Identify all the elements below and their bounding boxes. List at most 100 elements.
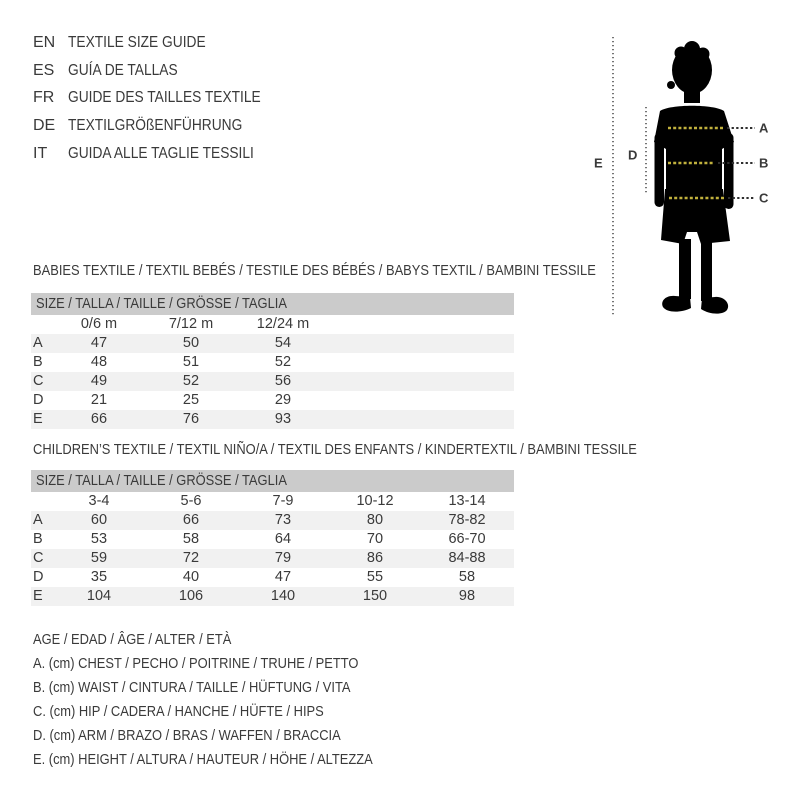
table-cell: 76 (182, 411, 200, 427)
column-header: 10-12 (356, 493, 394, 509)
table-cell: 50 (182, 335, 200, 351)
table-cell: 47 (274, 569, 292, 585)
children-size-table: SIZE / TALLA / TAILLE / GRÖSSE / TAGLIA … (31, 470, 514, 606)
table-cell: 93 (274, 411, 292, 427)
table-cell: 55 (366, 569, 384, 585)
row-label: B (33, 354, 43, 370)
table-cell: 66 (90, 411, 108, 427)
column-header: 3-4 (88, 493, 110, 509)
measurement-legend: AGE / EDAD / ÂGE / ALTER / ETÀ A. (cm) C… (33, 628, 428, 772)
table-row: B 53 58 64 70 66-70 (31, 530, 514, 549)
table-cell: 84-88 (448, 550, 486, 566)
lang-title: TEXTILE SIZE GUIDE (68, 33, 206, 51)
table-row: E 66 76 93 (31, 410, 514, 429)
table-cell: 66-70 (448, 531, 486, 547)
table-cell: 52 (274, 354, 292, 370)
chest-label: A (759, 121, 769, 136)
table-cell: 48 (90, 354, 108, 370)
legend-waist: B. (cm) WAIST / CINTURA / TAILLE / HÜFTU… (33, 679, 351, 696)
table-cell: 58 (182, 531, 200, 547)
size-header-bar: SIZE / TALLA / TAILLE / GRÖSSE / TAGLIA (31, 470, 514, 492)
children-section-title: CHILDREN’S TEXTILE / TEXTIL NIÑO/A / TEX… (33, 441, 637, 458)
table-cell: 150 (362, 588, 388, 604)
row-label (31, 492, 53, 511)
table-cell: 51 (182, 354, 200, 370)
lang-code: IT (33, 144, 48, 162)
table-cell: 21 (90, 392, 108, 408)
lang-row-en: EN TEXTILE SIZE GUIDE (33, 29, 292, 57)
table-cell: 80 (366, 512, 384, 528)
table-cell: 86 (366, 550, 384, 566)
table-cell: 59 (90, 550, 108, 566)
table-cell: 70 (366, 531, 384, 547)
lang-row-fr: FR GUIDE DES TAILLES TEXTILE (33, 84, 292, 112)
row-label: A (33, 335, 43, 351)
column-header: 0/6 m (80, 316, 118, 332)
babies-section-title: BABIES TEXTILE / TEXTIL BEBÉS / TESTILE … (33, 262, 596, 279)
lang-row-de: DE TEXTILGRÖßENFÜHRUNG (33, 112, 292, 140)
table-row: A 47 50 54 (31, 334, 514, 353)
column-header: 7-9 (272, 493, 294, 509)
lang-code: EN (33, 33, 56, 51)
table-row: D 35 40 47 55 58 (31, 568, 514, 587)
language-title-list: EN TEXTILE SIZE GUIDE ES GUÍA DE TALLAS … (33, 29, 292, 167)
table-cell: 29 (274, 392, 292, 408)
lang-row-es: ES GUÍA DE TALLAS (33, 57, 292, 85)
row-label: D (33, 392, 44, 408)
table-cell: 72 (182, 550, 200, 566)
table-cell: 73 (274, 512, 292, 528)
lang-title: TEXTILGRÖßENFÜHRUNG (68, 116, 243, 134)
legend-hip: C. (cm) HIP / CADERA / HANCHE / HÜFTE / … (33, 703, 324, 720)
row-label: B (33, 531, 43, 547)
table-cell: 98 (458, 588, 476, 604)
babies-table-rows: 0/6 m 7/12 m 12/24 m A 47 50 54 B 48 51 52 C 49 52 56 D… (31, 315, 514, 429)
table-row: A 60 66 73 80 78-82 (31, 511, 514, 530)
table-cell: 79 (274, 550, 292, 566)
lang-row-it: IT GUIDA ALLE TAGLIE TESSILI (33, 140, 292, 168)
arm-label: D (628, 148, 637, 163)
row-label: E (33, 411, 43, 427)
table-row: B 48 51 52 (31, 353, 514, 372)
height-label: E (594, 156, 603, 171)
legend-age: AGE / EDAD / ÂGE / ALTER / ETÀ (33, 631, 232, 648)
table-row: E 104 106 140 150 98 (31, 587, 514, 606)
table-cell: 66 (182, 512, 200, 528)
size-header-bar: SIZE / TALLA / TAILLE / GRÖSSE / TAGLIA (31, 293, 514, 315)
column-header: 13-14 (448, 493, 486, 509)
table-cell: 54 (274, 335, 292, 351)
table-row: D 21 25 29 (31, 391, 514, 410)
table-cell: 58 (458, 569, 476, 585)
column-header-row: 0/6 m 7/12 m 12/24 m (31, 315, 514, 334)
column-header: 5-6 (180, 493, 202, 509)
table-cell: 104 (86, 588, 112, 604)
table-cell: 140 (270, 588, 296, 604)
lang-code: ES (33, 61, 55, 79)
table-row: C 49 52 56 (31, 372, 514, 391)
row-label: E (33, 588, 43, 604)
lang-code: FR (33, 89, 55, 107)
table-cell: 78-82 (448, 512, 486, 528)
babies-size-table: SIZE / TALLA / TAILLE / GRÖSSE / TAGLIA … (31, 293, 514, 429)
row-label: C (33, 373, 44, 389)
table-cell: 47 (90, 335, 108, 351)
table-cell: 25 (182, 392, 200, 408)
lang-title: GUIDE DES TAILLES TEXTILE (68, 89, 261, 107)
row-label: A (33, 512, 43, 528)
lang-code: DE (33, 116, 56, 134)
row-label: C (33, 550, 44, 566)
table-cell: 106 (178, 588, 204, 604)
row-label: D (33, 569, 44, 585)
table-cell: 56 (274, 373, 292, 389)
column-header: 12/24 m (256, 316, 310, 332)
table-cell: 64 (274, 531, 292, 547)
table-cell: 60 (90, 512, 108, 528)
legend-chest: A. (cm) CHEST / PECHO / POITRINE / TRUHE… (33, 655, 359, 672)
table-cell: 35 (90, 569, 108, 585)
lang-title: GUIDA ALLE TAGLIE TESSILI (68, 144, 254, 162)
table-cell: 53 (90, 531, 108, 547)
table-cell: 40 (182, 569, 200, 585)
lang-title: GUÍA DE TALLAS (68, 61, 178, 79)
waist-label: B (759, 156, 768, 171)
column-header: 7/12 m (168, 316, 214, 332)
